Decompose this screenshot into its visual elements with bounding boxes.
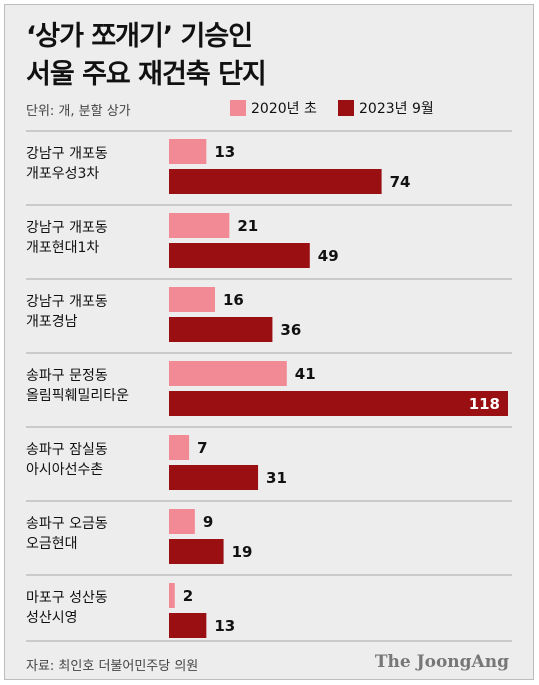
bar-2020	[169, 583, 175, 608]
value-label-2023: 19	[232, 543, 253, 561]
bar-2023	[169, 317, 273, 342]
value-label-2020: 9	[203, 513, 213, 531]
value-label-2023: 74	[390, 173, 411, 191]
bar-2023	[169, 243, 310, 268]
legend-swatch-2023	[338, 100, 354, 116]
value-label-2023: 118	[469, 395, 500, 413]
bar-2023	[169, 465, 259, 490]
value-label-2020: 2	[183, 587, 193, 605]
category-label-line: 송파구 오금동	[26, 516, 108, 532]
category-label-line: 개포현대1차	[26, 240, 99, 256]
category-label-line: 송파구 문정동	[26, 368, 108, 384]
bar-2020	[169, 509, 195, 534]
legend-swatch-2020	[230, 100, 246, 116]
chart-title-line2: 서울 주요 재건축 단지	[26, 59, 267, 90]
category-label-line: 강남구 개포동	[26, 146, 108, 162]
value-label-2020: 13	[214, 143, 235, 161]
bar-2020	[169, 435, 190, 460]
bar-2020	[169, 213, 230, 238]
bar-2020	[169, 361, 287, 386]
value-label-2023: 49	[318, 247, 339, 265]
legend-item-2020: 2020년 초	[230, 98, 317, 118]
category-label-line: 아시아선수촌	[26, 462, 103, 478]
category-label-line: 개포우성3차	[26, 166, 99, 182]
value-label-2020: 16	[223, 291, 244, 309]
bar-2023	[169, 169, 382, 194]
bar-2023	[169, 391, 508, 416]
legend-label-2020: 2020년 초	[251, 101, 317, 117]
category-label-line: 송파구 잠실동	[26, 442, 108, 458]
category-label-line: 강남구 개포동	[26, 294, 108, 310]
bar-2020	[169, 287, 215, 312]
category-label-line: 오금현대	[26, 536, 78, 552]
unit-note: 단위: 개, 분할 상가	[26, 104, 131, 119]
bar-2020	[169, 139, 207, 164]
category-label-line: 마포구 성산동	[26, 590, 108, 606]
value-label-2023: 31	[266, 469, 287, 487]
legend-item-2023: 2023년 9월	[338, 98, 434, 118]
publisher-logo: The JoongAng	[374, 652, 509, 672]
source-note: 자료: 최인호 더불어민주당 의원	[26, 659, 199, 674]
category-label-line: 성산시영	[26, 610, 78, 626]
legend-label-2023: 2023년 9월	[359, 101, 434, 117]
value-label-2023: 36	[280, 321, 301, 339]
value-label-2023: 13	[214, 617, 235, 635]
category-label-line: 개포경남	[26, 314, 78, 330]
category-label-line: 강남구 개포동	[26, 220, 108, 236]
bar-2023	[169, 539, 224, 564]
value-label-2020: 21	[237, 217, 258, 235]
category-label-line: 올림픽훼밀리타운	[26, 388, 129, 404]
value-label-2020: 7	[197, 439, 207, 457]
value-label-2020: 41	[295, 365, 316, 383]
bar-2023	[169, 613, 207, 638]
chart-title-line1: ‘상가 쪼개기’ 기승인	[26, 21, 253, 52]
